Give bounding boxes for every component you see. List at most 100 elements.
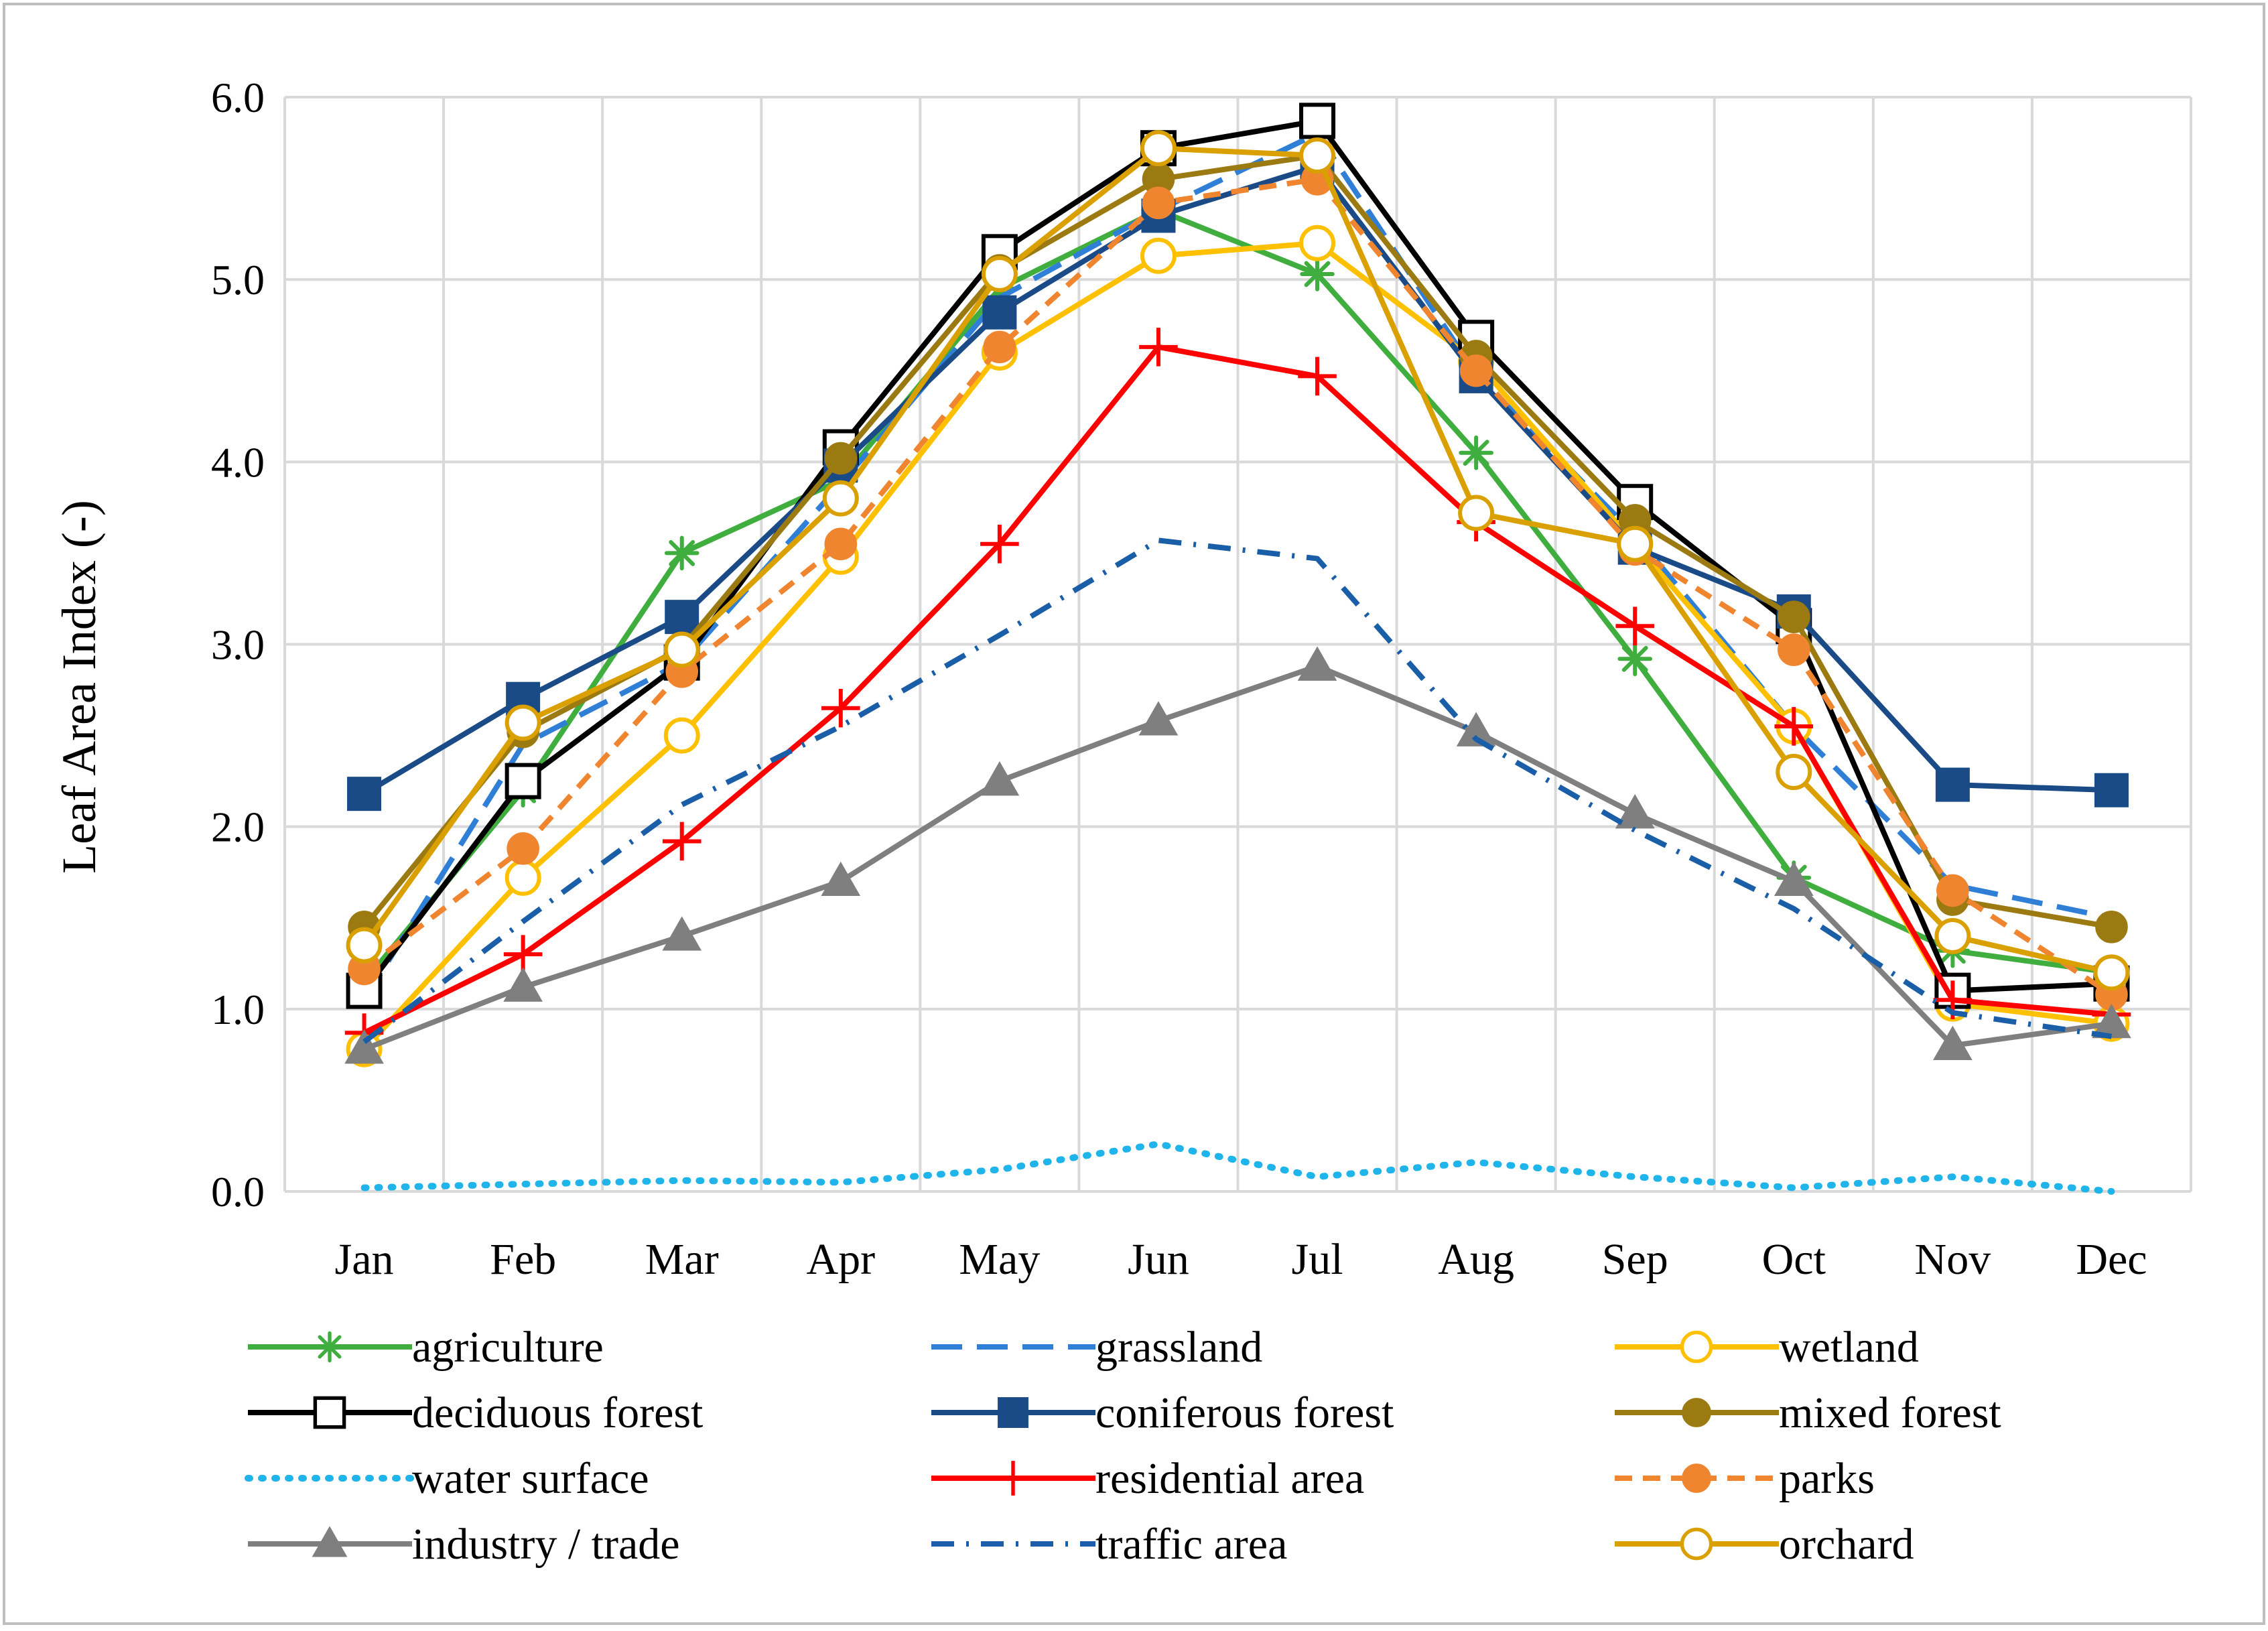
data-point-residential-area	[662, 822, 702, 861]
legend-label: grassland	[1095, 1323, 1262, 1372]
legend-swatch-marker	[996, 1461, 1030, 1496]
series-line-industry-trade	[363, 663, 2113, 1052]
y-axis-title: Leaf Area Index (-)	[52, 500, 106, 874]
data-point-orchard	[1776, 754, 1812, 791]
grid	[283, 96, 2192, 1193]
legend-item-orchard: orchard	[1615, 1520, 1914, 1569]
legend-item-deciduous-forest: deciduous forest	[248, 1388, 703, 1437]
data-point-residential-area	[1774, 707, 1814, 746]
x-tick-label: Jan	[335, 1235, 394, 1284]
x-tick-label: Apr	[806, 1235, 875, 1284]
data-point-orchard	[2093, 954, 2130, 991]
outer-frame	[3, 3, 2265, 1625]
data-point-parks	[824, 527, 858, 561]
data-point-residential-area	[1139, 328, 1178, 367]
series-line-deciduous-forest	[362, 118, 2112, 994]
series-line-agriculture	[362, 207, 2113, 984]
data-point-deciduous-forest	[1299, 103, 1336, 139]
data-point-industry-trade	[2092, 1003, 2131, 1039]
x-tick-label: Dec	[2076, 1235, 2147, 1284]
data-point-industry-trade	[1138, 701, 1179, 736]
marker-stroke	[1621, 645, 1648, 672]
data-point-residential-area	[980, 525, 1019, 564]
data-point-parks	[1777, 633, 1810, 666]
data-point-coniferous-forest	[665, 600, 699, 635]
series-line-water-surface	[360, 1140, 2115, 1195]
data-point-parks	[983, 330, 1016, 364]
legend-label: deciduous forest	[412, 1388, 703, 1437]
y-tick-label: 6.0	[211, 74, 265, 121]
data-point-orchard	[1934, 917, 1971, 954]
legend-label: water surface	[412, 1454, 649, 1503]
data-point-mixed-forest	[1777, 600, 1810, 633]
series-line-grassland	[362, 131, 2113, 1002]
y-tick-label: 3.0	[211, 621, 265, 669]
legend-swatch-marker	[1680, 1330, 1713, 1364]
legend-item-grassland: grassland	[931, 1323, 1262, 1372]
data-point-agriculture	[1617, 641, 1653, 677]
marker-stroke	[318, 1335, 342, 1359]
y-tick-label: 2.0	[211, 803, 265, 851]
data-point-residential-area	[1298, 356, 1337, 396]
series-grassland	[362, 131, 2113, 1002]
data-point-wetland	[505, 859, 541, 896]
legend-label: traffic area	[1095, 1520, 1287, 1569]
data-point-mixed-forest	[824, 442, 858, 475]
data-point-orchard	[822, 480, 859, 517]
series-parks	[348, 163, 2128, 1011]
data-point-coniferous-forest	[982, 295, 1017, 330]
data-point-wetland	[663, 717, 700, 754]
x-axis: Jan Feb Mar Apr May Jun Jul Aug Sep Oct Nov Dec	[335, 1235, 2147, 1284]
legend-swatch-marker	[1682, 1398, 1711, 1427]
series-line-orchard	[362, 145, 2113, 976]
legend-swatch-marker	[1682, 1463, 1711, 1493]
series-orchard	[346, 130, 2130, 991]
data-point-industry-trade	[344, 1029, 384, 1064]
marker-stroke	[669, 540, 695, 566]
data-point-industry-trade	[1456, 712, 1496, 746]
data-point-orchard	[1299, 137, 1336, 174]
x-tick-label: Aug	[1438, 1235, 1514, 1284]
series-traffic-area	[362, 537, 2113, 1045]
series-layer	[344, 103, 2131, 1195]
x-tick-label: Jun	[1128, 1235, 1189, 1284]
data-point-mixed-forest	[2095, 911, 2128, 943]
data-point-orchard	[1458, 495, 1495, 531]
legend-label: orchard	[1779, 1520, 1914, 1569]
series-line-parks	[362, 176, 2113, 997]
data-point-coniferous-forest	[2094, 773, 2129, 807]
x-tick-label: May	[959, 1235, 1040, 1284]
x-tick-label: Oct	[1762, 1235, 1826, 1284]
x-tick-label: Mar	[645, 1235, 719, 1284]
data-point-agriculture	[1459, 435, 1493, 470]
x-tick-label: Sep	[1602, 1235, 1668, 1284]
data-point-parks	[1459, 354, 1493, 387]
legend-label: agriculture	[412, 1323, 604, 1372]
data-point-industry-trade	[1933, 1025, 1973, 1060]
data-point-coniferous-forest	[1935, 767, 1970, 802]
data-point-wetland	[1299, 224, 1336, 261]
marker-stroke	[1463, 440, 1489, 466]
data-point-residential-area	[1615, 606, 1655, 646]
legend-swatch-marker	[998, 1397, 1028, 1428]
legend-swatch-marker	[312, 1526, 348, 1557]
data-point-parks	[507, 832, 539, 865]
legend-swatch-marker	[314, 1331, 346, 1363]
legend-item-agriculture: agriculture	[248, 1323, 604, 1372]
y-axis: 0.0 1.0 2.0 3.0 4.0 5.0 6.0	[211, 74, 265, 1216]
legend-item-coniferous-forest: coniferous forest	[931, 1388, 1394, 1437]
series-line-traffic-area	[362, 537, 2113, 1045]
x-tick-label: Jul	[1292, 1235, 1343, 1284]
legend-label: industry / trade	[412, 1520, 680, 1569]
legend-label: parks	[1779, 1454, 1875, 1503]
data-point-orchard	[1140, 130, 1177, 167]
legend-item-parks: parks	[1615, 1454, 1875, 1503]
data-point-agriculture	[664, 535, 699, 571]
legend-swatch-marker	[313, 1396, 346, 1429]
data-point-industry-trade	[980, 761, 1020, 796]
legend-item-mixed-forest: mixed forest	[1615, 1388, 2001, 1437]
data-point-industry-trade	[1774, 861, 1814, 897]
data-point-deciduous-forest	[505, 763, 541, 799]
